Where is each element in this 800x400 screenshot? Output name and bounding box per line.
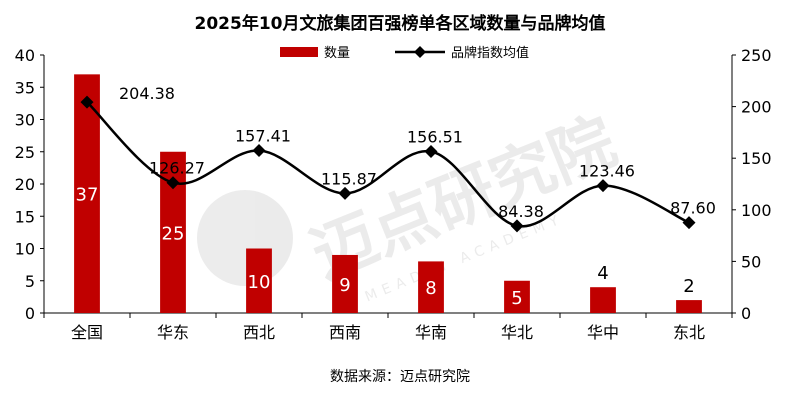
x-tick-label: 华南	[415, 323, 447, 342]
line-value-label: 204.38	[119, 84, 175, 103]
line-value-label: 87.60	[670, 199, 716, 218]
y-right-tick-label: 200	[741, 98, 772, 117]
bar-value-label: 10	[248, 272, 271, 293]
bar	[504, 280, 530, 313]
legend: 数量 品牌指数均值	[280, 45, 529, 61]
bar	[418, 261, 444, 313]
bar-value-label: 25	[162, 223, 185, 244]
line-value-label: 156.51	[407, 127, 463, 146]
legend-line-label: 品牌指数均值	[451, 45, 529, 61]
line-point	[682, 216, 696, 230]
y-left-tick-label: 20	[15, 175, 35, 194]
y-left-tick-label: 35	[15, 78, 35, 97]
bar-value-label: 9	[339, 275, 350, 296]
y-right-tick-label: 100	[741, 201, 772, 220]
x-tick-label: 华东	[157, 323, 189, 342]
bar-value-label: 37	[76, 185, 99, 206]
y-left-tick-label: 40	[15, 46, 35, 65]
line-point	[166, 176, 180, 190]
y-right-tick-label: 150	[741, 149, 772, 168]
bar-value-label: 4	[597, 263, 608, 284]
bar-series: 37 25 10 9 8 5 4 2	[74, 74, 702, 313]
line-value-label: 126.27	[149, 159, 205, 178]
bar-value-label: 5	[511, 288, 522, 309]
line-point	[252, 144, 266, 158]
bar	[332, 254, 358, 313]
line-point	[338, 186, 352, 200]
x-tick-label: 西南	[329, 323, 361, 342]
y-left-tick-label: 10	[15, 240, 35, 259]
y-left-tick-label: 15	[15, 207, 35, 226]
y-right-tick-label: 250	[741, 46, 772, 65]
x-tick-label: 东北	[673, 323, 705, 342]
y-left-tick-label: 0	[25, 304, 35, 323]
x-axis-labels: 全国 华东 西北 西南 华南 华北 华中 东北	[71, 323, 705, 342]
bar	[590, 287, 616, 313]
bar	[676, 300, 702, 313]
legend-bar-swatch	[280, 47, 318, 57]
x-tick-label: 华北	[501, 323, 533, 342]
source-note: 数据来源：迈点研究院	[330, 369, 470, 385]
legend-line-marker	[414, 46, 426, 58]
y-left-tick-label: 30	[15, 111, 35, 130]
line-point	[510, 219, 524, 233]
line-point	[596, 179, 610, 193]
x-tick-label: 华中	[587, 323, 619, 342]
line-value-label: 115.87	[321, 169, 377, 188]
bar	[74, 74, 100, 313]
line-value-label: 123.46	[579, 162, 635, 181]
y-left-tick-label: 25	[15, 143, 35, 162]
x-tick-label: 全国	[71, 323, 103, 342]
y-left-tick-label: 5	[25, 272, 35, 291]
chart-title: 2025年10月文旅集团百强榜单各区域数量与品牌均值	[195, 13, 606, 34]
x-tick-label: 西北	[243, 323, 275, 342]
y-right-tick-label: 0	[741, 304, 751, 323]
line-value-label: 84.38	[498, 202, 544, 221]
line-point	[80, 95, 94, 109]
line-point	[424, 144, 438, 158]
bar-value-label: 2	[683, 276, 694, 297]
line-series: 204.38 126.27 157.41 115.87 156.51 84.38 123.4…	[80, 84, 716, 233]
watermark-logo	[197, 190, 293, 286]
bar-value-label: 8	[425, 278, 436, 299]
legend-bar-label: 数量	[324, 46, 350, 61]
y-right-tick-label: 50	[741, 252, 761, 271]
bar	[246, 248, 272, 313]
line-value-label: 157.41	[235, 127, 291, 146]
